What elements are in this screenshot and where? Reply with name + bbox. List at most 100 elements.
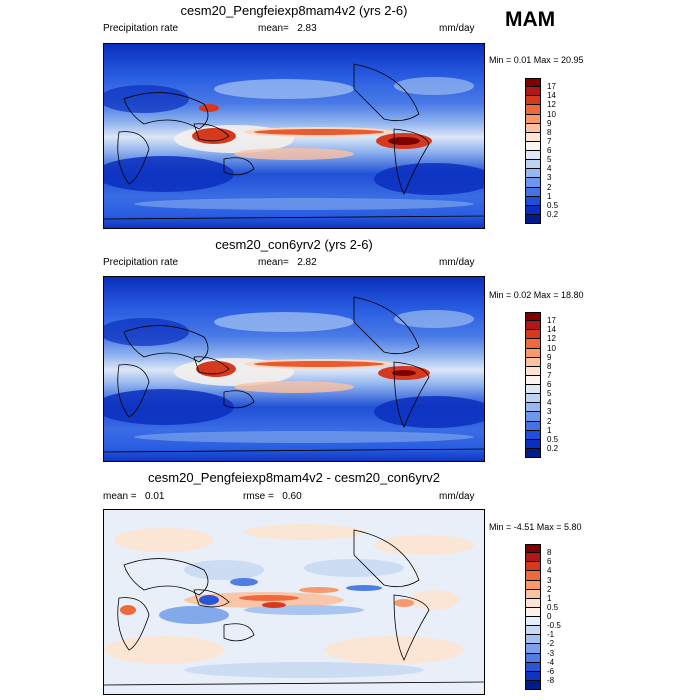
colorbar-tick-label: 12 xyxy=(547,100,556,110)
panel-2-dry-zone xyxy=(374,396,484,428)
colorbar-tick-label: 2 xyxy=(547,182,552,192)
panel-1-dry-zone xyxy=(104,156,234,192)
colorbar-tick-label: 6 xyxy=(547,146,552,155)
colorbar-tick-label: 0.2 xyxy=(547,443,559,453)
panel-2-maritime-continent xyxy=(196,361,236,377)
panel-3-mean-label: mean = 0.01 xyxy=(103,491,164,502)
colorbar-tick-label: 0.5 xyxy=(547,200,559,210)
panel-3-strong-anomalies xyxy=(120,578,414,615)
colorbar-tick-label: 8 xyxy=(547,127,552,137)
colorbar-swatch xyxy=(525,178,541,188)
colorbar-tick-label: -0.5 xyxy=(547,621,561,631)
colorbar-swatch xyxy=(525,589,541,599)
colorbar-swatch xyxy=(525,680,541,690)
panel-1-amazon xyxy=(388,137,420,145)
colorbar-swatch xyxy=(525,626,541,636)
colorbar-swatch xyxy=(525,653,541,663)
panel-1-title: cesm20_Pengfeiexp8mam4v2 (yrs 2-6) xyxy=(180,3,408,18)
colorbar-tick-label: 4 xyxy=(547,164,552,174)
panel-1-mean-key: mean= xyxy=(258,23,289,34)
panel-3-map-svg xyxy=(104,510,484,694)
colorbar-swatch xyxy=(525,348,541,358)
panel-1-mean-value: 2.83 xyxy=(297,23,317,34)
colorbar-swatch xyxy=(525,78,541,88)
colorbar-swatch xyxy=(525,160,541,170)
panel-1-min-max: Min = 0.01 Max = 20.95 xyxy=(489,55,584,65)
colorbar-swatch xyxy=(525,330,541,340)
colorbar-tick-label: 2 xyxy=(547,416,552,426)
colorbar-tick-label: 0.2 xyxy=(547,209,559,219)
panel-1-map xyxy=(103,43,485,229)
colorbar-swatch xyxy=(525,87,541,97)
colorbar-tick-label: 2 xyxy=(547,584,552,594)
panel-2-mean-label: mean= 2.82 xyxy=(258,257,317,268)
colorbar-tick-label: 7 xyxy=(547,370,552,380)
panel-3-min-max: Min = -4.51 Max = 5.80 xyxy=(489,522,582,532)
colorbar-swatch xyxy=(525,662,541,672)
colorbar-tick-label: 17 xyxy=(547,82,556,92)
colorbar-tick-label: 1 xyxy=(547,593,552,603)
panel-1-hotspot xyxy=(199,104,219,112)
colorbar-tick-label: 14 xyxy=(547,91,556,101)
panel-1-map-svg xyxy=(104,44,484,228)
colorbar-swatch xyxy=(525,214,541,224)
colorbar-tick-label: 0.5 xyxy=(547,602,559,612)
panel-2-colorbar: 17 14 12 10 9 8 7 6 5 4 3 2 1 0.5 0.2 xyxy=(525,312,558,458)
panel-3-title: cesm20_Pengfeiexp8mam4v2 - cesm20_con6yr… xyxy=(148,470,440,485)
colorbar-tick-label: 6 xyxy=(547,557,552,567)
colorbar-swatch xyxy=(525,357,541,367)
colorbar-tick-label: 8 xyxy=(547,548,552,558)
colorbar-swatch xyxy=(525,141,541,151)
panel-2-min-max: Min = 0.02 Max = 18.80 xyxy=(489,290,584,300)
panel-2-amazon xyxy=(392,370,416,376)
panel-1-storm-track xyxy=(394,77,474,95)
colorbar-swatch xyxy=(525,114,541,124)
panel-3-colorbar: 8 6 4 3 2 1 0.5 0 -0.5 -1 -2 -3 -4 -6 -8 xyxy=(525,544,561,690)
colorbar-swatch xyxy=(525,644,541,654)
panel-3-coastlines xyxy=(104,529,484,686)
colorbar-tick-label: 3 xyxy=(547,407,552,417)
colorbar-tick-label: -2 xyxy=(547,639,555,649)
colorbar-tick-label: -4 xyxy=(547,657,555,667)
colorbar-tick-label: 17 xyxy=(547,316,556,326)
panel-1-storm-track xyxy=(214,79,354,99)
colorbar-swatch xyxy=(525,312,541,322)
colorbar-tick-label: -6 xyxy=(547,666,555,676)
colorbar-swatch xyxy=(525,553,541,563)
panel-2-storm-track xyxy=(134,431,474,443)
colorbar-tick-label: 4 xyxy=(547,566,552,576)
colorbar-swatch xyxy=(525,617,541,627)
colorbar-swatch xyxy=(525,580,541,590)
panel-1-colorbar: 17 14 12 10 9 8 7 6 5 4 3 2 1 0.5 0.2 xyxy=(525,78,558,224)
colorbar-tick-label: 14 xyxy=(547,325,556,335)
panel-1-units: mm/day xyxy=(439,23,475,34)
colorbar-swatch xyxy=(525,123,541,133)
colorbar-swatch xyxy=(525,375,541,385)
panel-2-spcz xyxy=(234,381,354,393)
panel-2-storm-track xyxy=(214,312,354,332)
colorbar-swatch xyxy=(525,544,541,554)
colorbar-tick-label: 5 xyxy=(547,389,552,399)
colorbar-swatch xyxy=(525,205,541,215)
panel-3-rmse-key: rmse = xyxy=(243,491,274,502)
panel-3-mean-value: 0.01 xyxy=(144,491,165,502)
panel-1-mean-label: mean= 2.83 xyxy=(258,23,317,34)
colorbar-swatch xyxy=(525,671,541,681)
panel-1-spcz xyxy=(234,148,354,160)
colorbar-swatch xyxy=(525,439,541,449)
colorbar-swatch xyxy=(525,187,541,197)
colorbar-swatch xyxy=(525,607,541,617)
colorbar-swatch xyxy=(525,421,541,431)
colorbar-tick-label: 3 xyxy=(547,173,552,183)
colorbar-swatch xyxy=(525,151,541,161)
panel-2-mean-value: 2.82 xyxy=(297,257,317,268)
panel-1-dry-zone xyxy=(104,85,189,113)
panel-2-variable-label: Precipitation rate xyxy=(103,257,179,268)
colorbar-tick-label: 1 xyxy=(547,425,552,435)
panel-2-title: cesm20_con6yrv2 (yrs 2-6) xyxy=(215,237,373,252)
colorbar-swatch xyxy=(525,339,541,349)
colorbar-tick-label: 10 xyxy=(547,109,556,119)
panel-3-rmse-label: rmse = 0.60 xyxy=(243,491,302,502)
colorbar-swatch xyxy=(525,96,541,106)
colorbar-swatch xyxy=(525,105,541,115)
